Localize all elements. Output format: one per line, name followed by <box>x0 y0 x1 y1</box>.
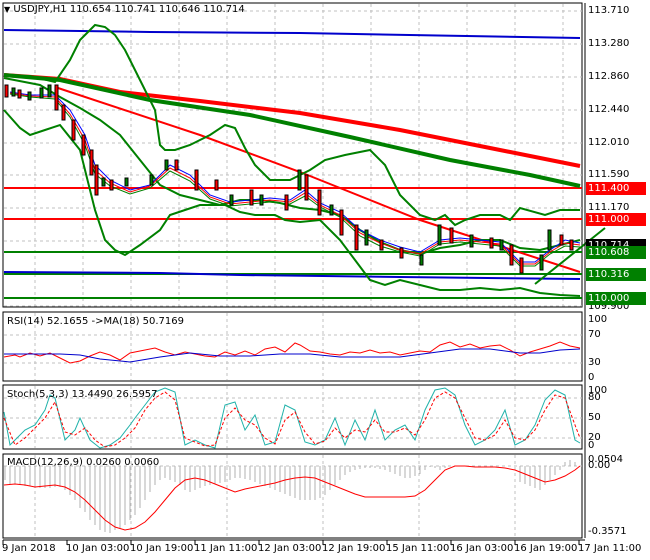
stoch-tick: 0 <box>588 440 595 451</box>
x-label: 11 Jan 11:00 <box>194 543 258 554</box>
y-tick: 112.440 <box>588 104 630 115</box>
rsi-panel[interactable] <box>2 311 583 382</box>
stoch-d-line <box>3 391 581 448</box>
x-label: 10 Jan 19:00 <box>130 543 194 554</box>
x-label: 17 Jan 11:00 <box>578 543 642 554</box>
stoch-tick: 20 <box>588 432 601 443</box>
macd-title: MACD(12,26,9) 0.0260 0.0060 <box>7 457 160 468</box>
blue-trendline-top[interactable] <box>3 29 581 39</box>
x-label: 16 Jan 19:00 <box>514 543 578 554</box>
stoch-tick: 100 <box>588 385 608 396</box>
rsi-tick: 70 <box>588 329 601 340</box>
macd-tick: 0.0504 <box>588 454 623 465</box>
price-tag-110000: 110.000 <box>586 292 646 305</box>
stoch-panel[interactable] <box>2 384 583 450</box>
macd-panel[interactable] <box>2 453 583 539</box>
price-tag-111400: 111.400 <box>586 182 646 195</box>
x-label: 12 Jan 19:00 <box>322 543 386 554</box>
y-tick: 112.860 <box>588 71 630 82</box>
x-label: 10 Jan 03:00 <box>66 543 130 554</box>
dropdown-triangle-icon[interactable]: ▼ <box>4 5 11 14</box>
y-tick: 111.590 <box>588 169 630 180</box>
bollinger-middle <box>3 77 581 256</box>
macd-signal-line <box>3 465 581 531</box>
blue-trendline-bottom[interactable] <box>3 271 581 280</box>
green-trendline[interactable] <box>534 227 606 285</box>
ma-green-long <box>3 73 581 188</box>
y-tick: 109.900 <box>588 301 630 312</box>
x-label: 9 Jan 2018 <box>2 543 56 554</box>
bollinger-lower <box>3 109 581 297</box>
y-tick: 113.280 <box>588 38 630 49</box>
rsi-tick: 30 <box>588 357 601 368</box>
price-tag-110608: 110.608 <box>586 246 646 259</box>
x-label: 16 Jan 03:00 <box>450 543 514 554</box>
y-tick: 111.170 <box>588 202 630 213</box>
stoch-tick: 50 <box>588 412 601 423</box>
price-tag-110316: 110.316 <box>586 268 646 281</box>
rsi-tick: 100 <box>588 314 608 325</box>
ohlc-values: 110.654 110.741 110.646 110.714 <box>69 4 245 15</box>
macd-tick: 0.00 <box>588 460 611 471</box>
stoch-tick: 80 <box>588 392 601 403</box>
macd-tick: -0.3571 <box>588 526 627 537</box>
rsi-ma-line <box>4 348 581 363</box>
x-label: 15 Jan 11:00 <box>386 543 450 554</box>
bollinger-upper <box>3 23 580 227</box>
candlesticks <box>4 84 574 274</box>
x-label: 12 Jan 03:00 <box>258 543 322 554</box>
stoch-k-line <box>3 387 581 449</box>
rsi-tick: 0 <box>588 372 595 383</box>
rsi-title: RSI(14) 52.1655 ->MA(18) 50.7169 <box>7 316 184 327</box>
y-tick: 113.710 <box>588 5 630 16</box>
y-tick: 112.010 <box>588 137 630 148</box>
symbol-label: USDJPY,H1 <box>13 4 67 15</box>
price-tag-111000: 111.000 <box>586 213 646 226</box>
main-title: ▼ USDJPY,H1 110.654 110.741 110.646 110.… <box>4 4 245 16</box>
stoch-title: Stoch(5,3,3) 13.4490 26.5957 <box>7 389 158 400</box>
rsi-line <box>3 341 581 364</box>
main-price-panel[interactable] <box>2 2 606 308</box>
